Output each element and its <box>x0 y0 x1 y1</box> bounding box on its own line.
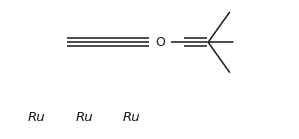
Text: O: O <box>155 36 165 49</box>
Text: Ru: Ru <box>123 111 141 124</box>
Text: Ru: Ru <box>28 111 46 124</box>
Text: Ru: Ru <box>76 111 93 124</box>
